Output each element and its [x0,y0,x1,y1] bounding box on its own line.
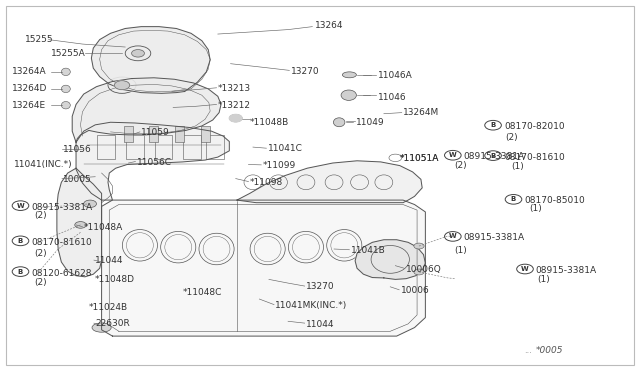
FancyBboxPatch shape [124,126,133,142]
Text: B: B [490,122,496,128]
Text: 10006: 10006 [401,286,429,295]
Text: *11024B: *11024B [89,303,128,312]
Text: ...: ... [524,346,532,355]
Text: 08915-3381A: 08915-3381A [31,203,92,212]
Text: 13264A: 13264A [12,67,47,76]
Text: W: W [449,152,457,158]
Text: *13213: *13213 [218,84,251,93]
Text: (2): (2) [34,249,47,258]
Text: B: B [511,196,516,202]
Text: *11048A: *11048A [84,223,123,232]
Text: 11041C: 11041C [268,144,303,153]
Text: 08915-3381A: 08915-3381A [536,266,597,275]
Text: 11056: 11056 [63,145,92,154]
Polygon shape [92,27,210,93]
Text: 15255A: 15255A [51,49,85,58]
Ellipse shape [61,102,70,109]
Text: 08120-61628: 08120-61628 [31,269,92,278]
Text: 11059: 11059 [141,128,170,137]
Polygon shape [72,78,221,142]
Circle shape [414,269,424,275]
Text: B: B [18,238,23,244]
Text: 13264: 13264 [315,21,344,30]
Text: (2): (2) [34,278,47,287]
Text: 11046: 11046 [378,93,406,102]
Text: 13264E: 13264E [12,101,46,110]
Ellipse shape [341,90,356,100]
Text: 22630R: 22630R [95,320,130,328]
Text: *11048D: *11048D [95,275,135,284]
Text: W: W [521,266,529,272]
Text: 13264M: 13264M [403,109,439,118]
Text: (2): (2) [34,211,47,220]
Text: (2): (2) [505,132,518,142]
Text: B: B [490,153,496,158]
Ellipse shape [333,118,345,127]
Text: 08170-81610: 08170-81610 [31,238,92,247]
Text: *11048C: *11048C [182,288,222,297]
Text: (1): (1) [537,275,550,284]
Ellipse shape [61,68,70,76]
Polygon shape [57,168,102,277]
Circle shape [414,243,424,249]
Text: 11044: 11044 [306,320,335,329]
FancyBboxPatch shape [200,126,209,142]
Text: 11049: 11049 [356,118,385,127]
Text: W: W [17,203,24,209]
Text: *0005: *0005 [536,346,563,355]
Ellipse shape [61,85,70,93]
Text: 11046A: 11046A [378,71,412,80]
Text: 15255: 15255 [25,35,54,44]
Polygon shape [355,240,426,279]
Ellipse shape [92,323,111,332]
Text: B: B [18,269,23,275]
Text: 08915-3381A: 08915-3381A [464,233,525,243]
Text: *11051A: *11051A [400,154,439,163]
FancyBboxPatch shape [150,126,159,142]
Text: (2): (2) [454,161,467,170]
Text: 13264D: 13264D [12,84,47,93]
Text: 08170-82010: 08170-82010 [504,122,564,131]
Circle shape [132,49,145,57]
Polygon shape [76,122,229,200]
Text: 11041(INC.*): 11041(INC.*) [13,160,72,169]
Text: *13212: *13212 [218,101,251,110]
Text: 11056C: 11056C [137,158,172,167]
Text: 13270: 13270 [306,282,335,291]
Text: 13270: 13270 [291,67,320,76]
Polygon shape [102,200,426,336]
Text: *11098: *11098 [250,178,283,187]
Text: 08170-85010: 08170-85010 [524,196,585,205]
Text: (1): (1) [454,246,467,255]
Polygon shape [237,161,422,203]
Circle shape [84,200,97,208]
Text: 08170-81610: 08170-81610 [504,153,564,161]
Text: 11041MK(INC.*): 11041MK(INC.*) [275,301,348,310]
Circle shape [229,115,242,122]
Text: 10005: 10005 [63,175,92,184]
Text: *11099: *11099 [262,161,296,170]
Text: (1): (1) [529,205,542,214]
FancyBboxPatch shape [175,126,184,142]
Text: 11044: 11044 [95,256,124,265]
Text: 10006Q: 10006Q [406,265,442,274]
Text: 11041B: 11041B [351,246,385,255]
Ellipse shape [342,72,356,78]
Text: (1): (1) [511,162,524,171]
Text: W: W [449,233,457,240]
Circle shape [75,222,86,228]
Text: *11048B: *11048B [250,118,289,127]
Circle shape [115,81,130,90]
Text: 08915-3381A: 08915-3381A [464,152,525,161]
Text: *11051A: *11051A [400,154,439,163]
